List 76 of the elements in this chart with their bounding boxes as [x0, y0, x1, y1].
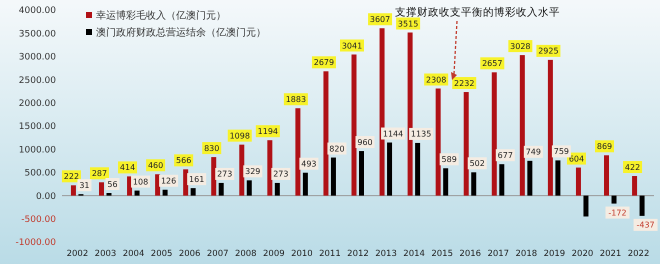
data-label: 960 — [357, 138, 373, 147]
data-label: 2232 — [454, 78, 474, 88]
x-tick-label: 2018 — [516, 249, 538, 259]
data-label: 589 — [442, 155, 457, 164]
data-label: 273 — [273, 170, 288, 179]
data-label: 161 — [189, 174, 204, 184]
data-label: 414 — [120, 163, 136, 172]
x-tick-label: 2004 — [122, 249, 144, 259]
data-label: 759 — [554, 147, 570, 156]
data-label: 31 — [79, 180, 90, 190]
data-label: 1144 — [382, 129, 404, 138]
data-label: 2925 — [538, 46, 559, 56]
data-label: 820 — [329, 144, 345, 154]
x-tick-label: 2011 — [319, 249, 341, 259]
data-label: 126 — [160, 176, 176, 186]
data-label: 749 — [526, 148, 541, 157]
data-label: -437 — [636, 220, 655, 230]
data-label: 222 — [64, 172, 80, 182]
data-label: 2679 — [314, 58, 334, 68]
y-tick-label: 1500.00 — [18, 122, 56, 132]
y-tick-label: 3500.00 — [18, 29, 56, 40]
data-label: 1135 — [410, 130, 432, 139]
y-tick-label: -1000.00 — [16, 238, 56, 248]
data-label: 3607 — [370, 15, 390, 24]
data-label: 677 — [498, 150, 513, 160]
x-tick-label: 2017 — [487, 249, 510, 259]
data-label: 869 — [596, 142, 612, 152]
data-label: 3515 — [398, 19, 418, 28]
x-tick-label: 2014 — [403, 249, 425, 259]
x-tick-label: 2021 — [600, 249, 622, 259]
x-tick-label: 2003 — [94, 249, 116, 259]
data-label: 56 — [107, 180, 118, 189]
data-label: 566 — [176, 156, 192, 166]
x-tick-label: 2019 — [544, 249, 566, 259]
data-label: 1194 — [258, 127, 278, 136]
x-tick-label: 2012 — [347, 249, 369, 259]
data-label: 460 — [148, 161, 164, 170]
annotation: 支撑财政收支平衡的博彩收入水平 — [395, 6, 560, 19]
data-label: 830 — [204, 144, 220, 153]
data-label: 3041 — [342, 41, 362, 50]
y-tick-label: 1000.00 — [18, 145, 56, 156]
x-tick-label: 2022 — [628, 249, 650, 259]
data-label: 1883 — [286, 95, 306, 104]
y-tick-label: -500.00 — [21, 214, 56, 225]
x-tick-label: 2006 — [178, 249, 200, 259]
data-label: 287 — [92, 169, 108, 178]
legend-label: 澳门政府财政总营运结余（亿澳门元） — [96, 26, 266, 38]
data-label: 108 — [132, 177, 148, 186]
data-label: 493 — [301, 160, 317, 169]
y-tick-label: 2500.00 — [18, 76, 56, 86]
x-tick-label: 2008 — [234, 249, 257, 259]
y-tick-label: 2000.00 — [18, 98, 56, 109]
y-tick-label: 0.00 — [36, 192, 56, 202]
x-tick-label: 2007 — [206, 249, 229, 259]
y-tick-label: 3000.00 — [18, 52, 56, 63]
x-tick-label: 2015 — [431, 249, 453, 259]
data-label: -172 — [608, 208, 627, 218]
data-label: 2308 — [426, 75, 446, 84]
data-label: 1098 — [230, 131, 250, 140]
x-tick-label: 2002 — [66, 249, 88, 259]
data-label: 329 — [245, 167, 260, 176]
data-label: 502 — [470, 159, 485, 168]
x-tick-label: 2020 — [572, 249, 594, 259]
x-tick-label: 2005 — [150, 249, 172, 259]
data-label: 422 — [624, 162, 640, 172]
x-tick-label: 2016 — [459, 249, 482, 259]
x-tick-label: 2013 — [375, 249, 397, 259]
data-label: 3028 — [510, 42, 531, 51]
data-label: 273 — [217, 170, 232, 179]
y-tick-label: 4000.00 — [18, 6, 56, 16]
legend-label: 幸运博彩毛收入（亿澳门元） — [96, 10, 226, 22]
data-label: 604 — [568, 154, 584, 164]
data-label: 2657 — [482, 59, 502, 68]
y-tick-label: 500.00 — [24, 168, 56, 179]
x-tick-label: 2009 — [263, 249, 285, 259]
x-tick-label: 2010 — [291, 249, 313, 259]
